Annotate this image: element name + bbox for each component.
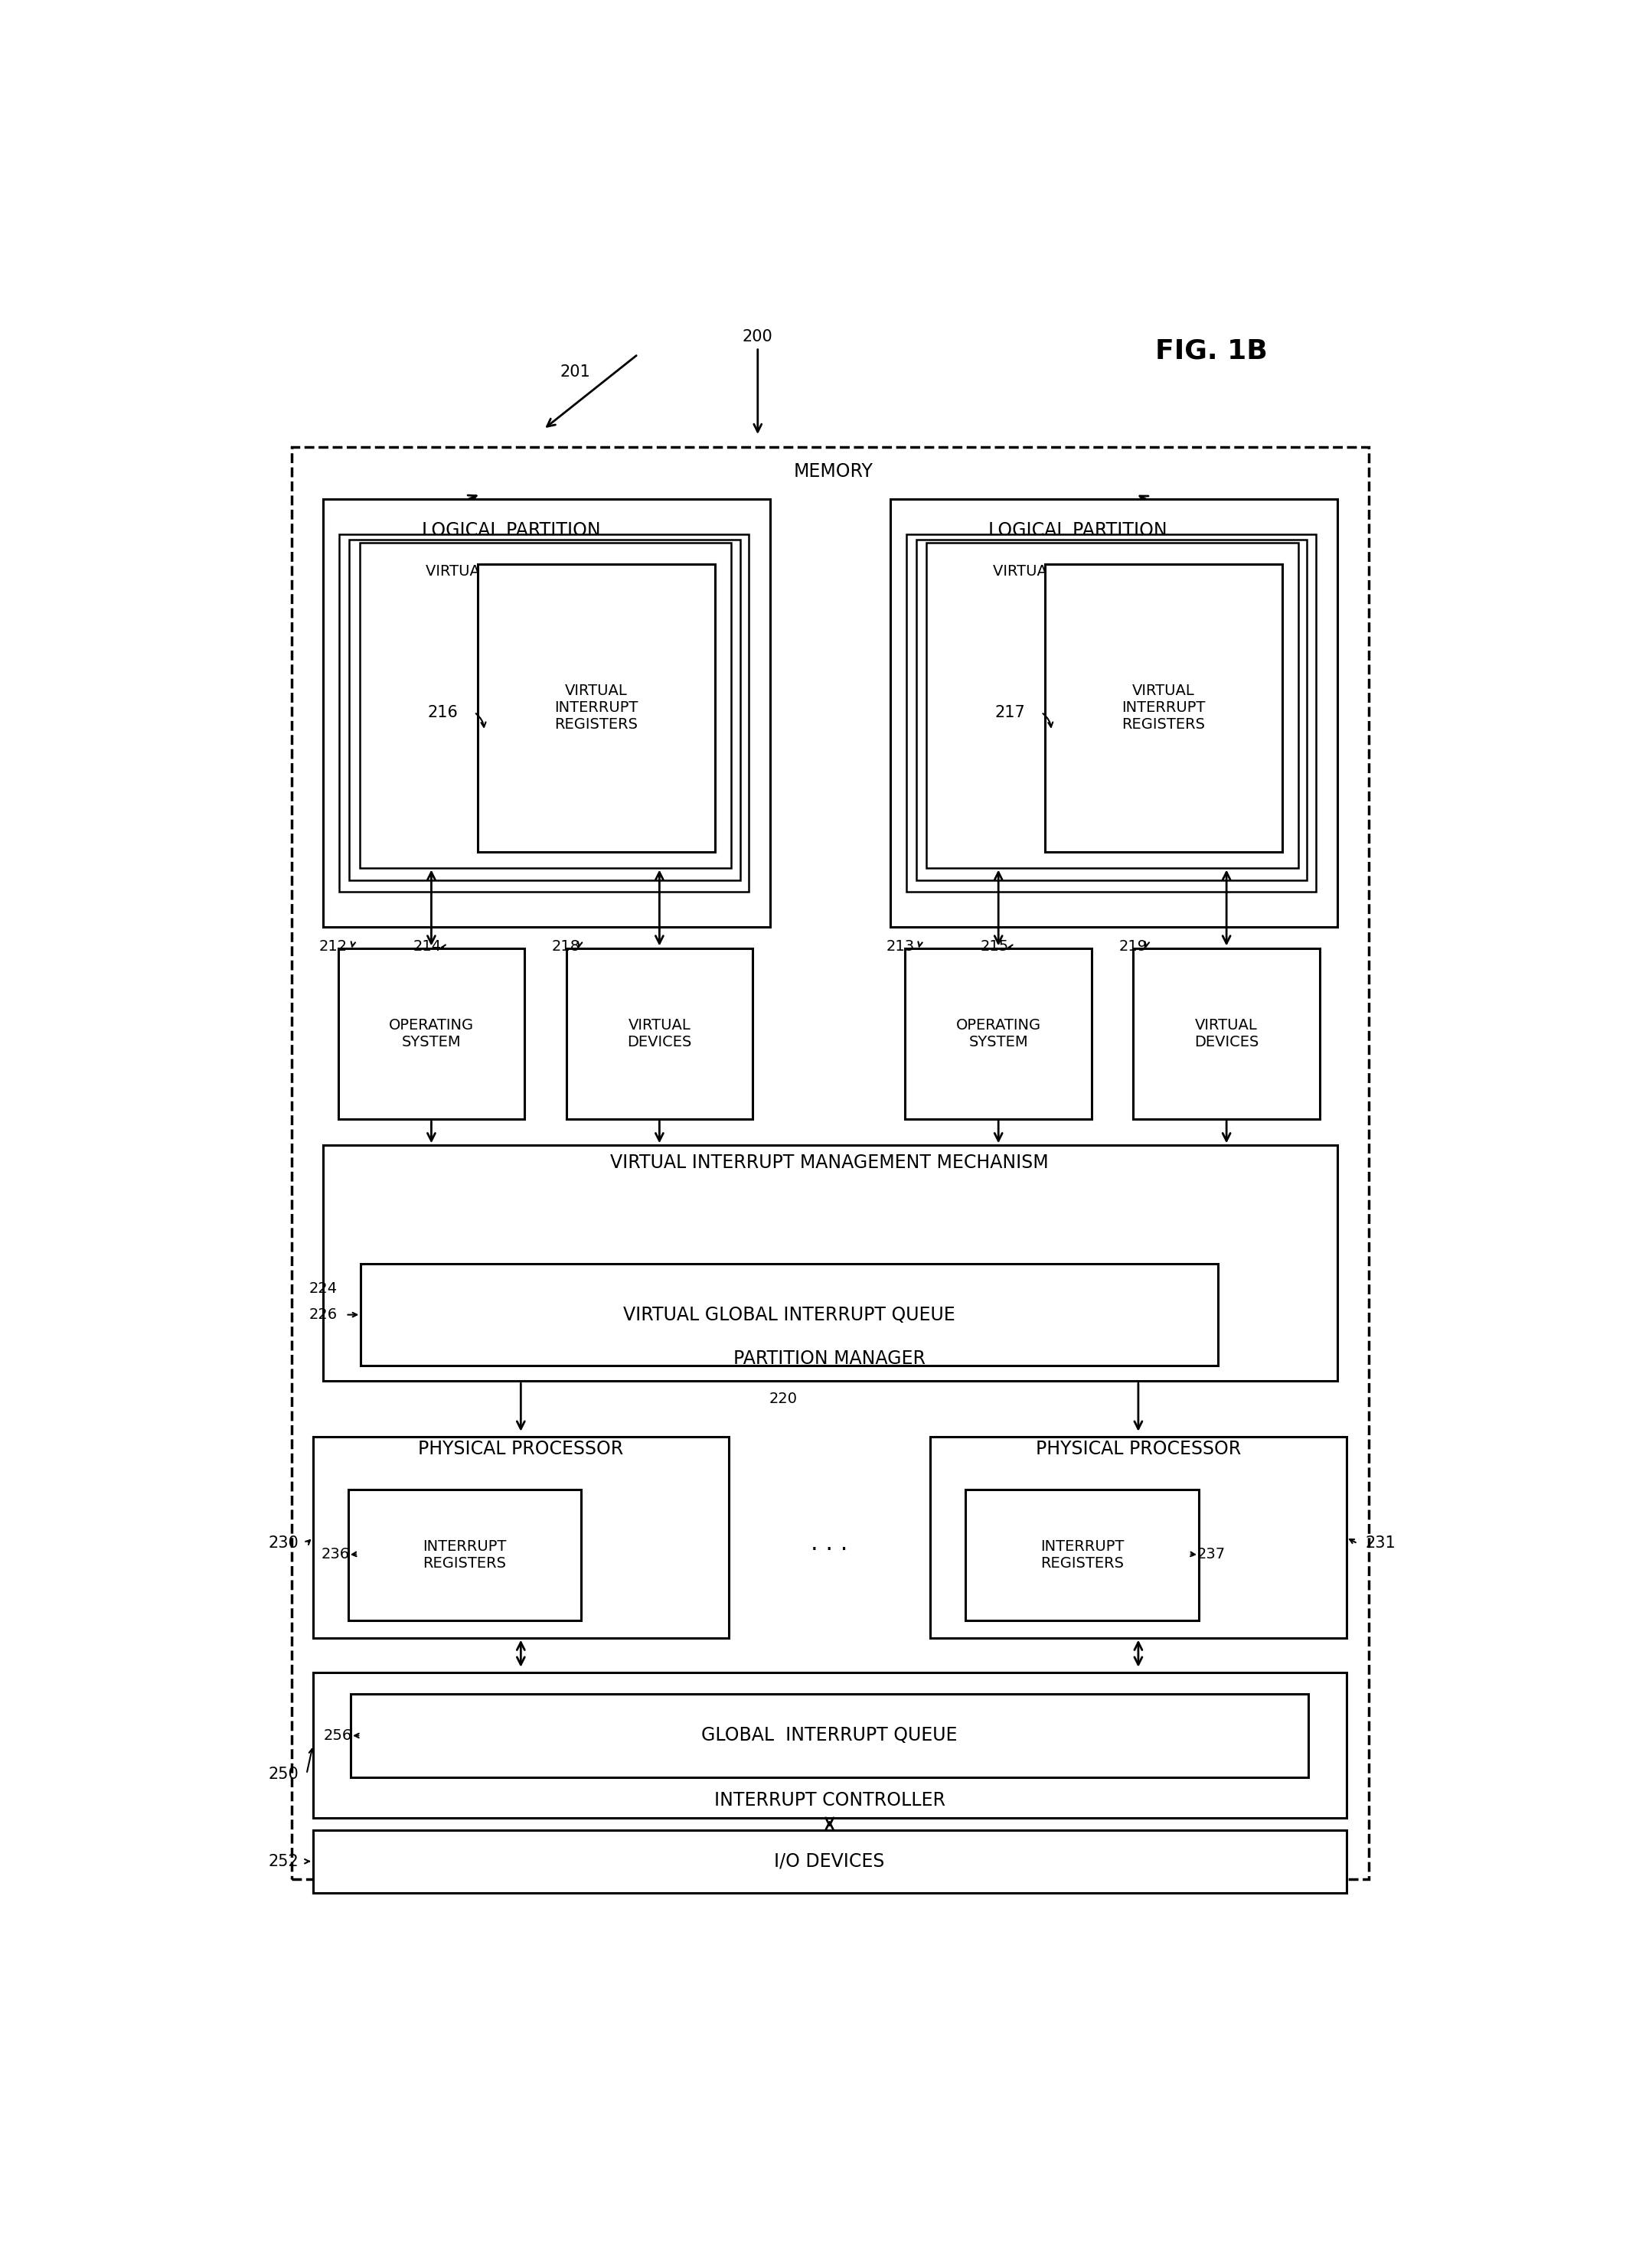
Bar [1046, 565, 1281, 853]
Text: PHYSICAL PROCESSOR: PHYSICAL PROCESSOR [418, 1440, 623, 1458]
Text: PHYSICAL PROCESSOR: PHYSICAL PROCESSOR [1036, 1440, 1241, 1458]
Text: 220: 220 [769, 1390, 797, 1406]
Text: MEMORY: MEMORY [793, 463, 873, 481]
Bar [906, 948, 1091, 1118]
Text: 252: 252 [268, 1853, 299, 1869]
Text: INTERRUPT CONTROLLER: INTERRUPT CONTROLLER [714, 1792, 945, 1810]
Text: 230: 230 [268, 1535, 299, 1551]
Bar [312, 1830, 1346, 1894]
Text: 242: 242 [1197, 499, 1226, 515]
Bar [324, 499, 771, 928]
Text: INTERRUPT
REGISTERS: INTERRUPT REGISTERS [1041, 1540, 1124, 1569]
Bar [966, 1490, 1198, 1619]
Bar [350, 540, 740, 880]
Text: 226: 226 [309, 1306, 337, 1322]
Text: OPERATING
SYSTEM: OPERATING SYSTEM [956, 1018, 1041, 1050]
Text: VIRTUAL PROCESSOR(S): VIRTUAL PROCESSOR(S) [426, 562, 606, 578]
Text: 219: 219 [1119, 939, 1148, 953]
Text: LOGICAL PARTITION: LOGICAL PARTITION [421, 522, 600, 540]
Text: PARTITION MANAGER: PARTITION MANAGER [733, 1349, 925, 1368]
Text: FIG. 1B: FIG. 1B [1154, 338, 1268, 363]
Text: 212: 212 [319, 939, 348, 953]
Bar [478, 565, 715, 853]
Text: 215: 215 [980, 939, 1008, 953]
Bar [291, 447, 1369, 1878]
Text: 250: 250 [268, 1767, 299, 1783]
Bar [1133, 948, 1320, 1118]
Bar [359, 542, 732, 869]
Text: . . .: . . . [811, 1533, 849, 1554]
Bar [889, 499, 1338, 928]
Text: GLOBAL  INTERRUPT QUEUE: GLOBAL INTERRUPT QUEUE [701, 1726, 958, 1744]
Bar [351, 1694, 1309, 1778]
Text: VIRTUAL
DEVICES: VIRTUAL DEVICES [1193, 1018, 1259, 1050]
Text: 217: 217 [995, 705, 1024, 719]
Text: 214: 214 [413, 939, 442, 953]
Text: 200: 200 [743, 329, 772, 345]
Bar [338, 948, 525, 1118]
Text: 216: 216 [428, 705, 459, 719]
Text: 237: 237 [1197, 1547, 1226, 1560]
Text: OPERATING
SYSTEM: OPERATING SYSTEM [389, 1018, 473, 1050]
Bar [917, 540, 1307, 880]
Bar [340, 533, 750, 891]
Text: VIRTUAL INTERRUPT MANAGEMENT MECHANISM: VIRTUAL INTERRUPT MANAGEMENT MECHANISM [610, 1154, 1049, 1173]
Text: VIRTUAL
INTERRUPT
REGISTERS: VIRTUAL INTERRUPT REGISTERS [1122, 683, 1205, 733]
Text: 218: 218 [551, 939, 580, 953]
Text: VIRTUAL
DEVICES: VIRTUAL DEVICES [628, 1018, 691, 1050]
Text: 256: 256 [324, 1728, 353, 1742]
Text: 224: 224 [309, 1281, 337, 1295]
Text: 236: 236 [322, 1547, 350, 1560]
Text: LOGICAL PARTITION: LOGICAL PARTITION [989, 522, 1167, 540]
Bar [361, 1263, 1218, 1365]
Bar [312, 1438, 728, 1637]
Text: VIRTUAL
INTERRUPT
REGISTERS: VIRTUAL INTERRUPT REGISTERS [554, 683, 639, 733]
Text: 231: 231 [1364, 1535, 1395, 1551]
Text: 213: 213 [886, 939, 914, 953]
Text: VIRTUAL GLOBAL INTERRUPT QUEUE: VIRTUAL GLOBAL INTERRUPT QUEUE [623, 1306, 954, 1325]
Text: INTERRUPT
REGISTERS: INTERRUPT REGISTERS [423, 1540, 507, 1569]
Text: I/O DEVICES: I/O DEVICES [774, 1853, 885, 1871]
Bar [906, 533, 1315, 891]
Text: VIRTUAL PROCESSOR(S): VIRTUAL PROCESSOR(S) [992, 562, 1172, 578]
Bar [930, 1438, 1346, 1637]
Text: 240: 240 [371, 499, 402, 515]
Bar [324, 1145, 1338, 1381]
Text: 201: 201 [559, 365, 590, 379]
Bar [927, 542, 1298, 869]
Bar [566, 948, 753, 1118]
Bar [348, 1490, 582, 1619]
Bar [312, 1674, 1346, 1817]
